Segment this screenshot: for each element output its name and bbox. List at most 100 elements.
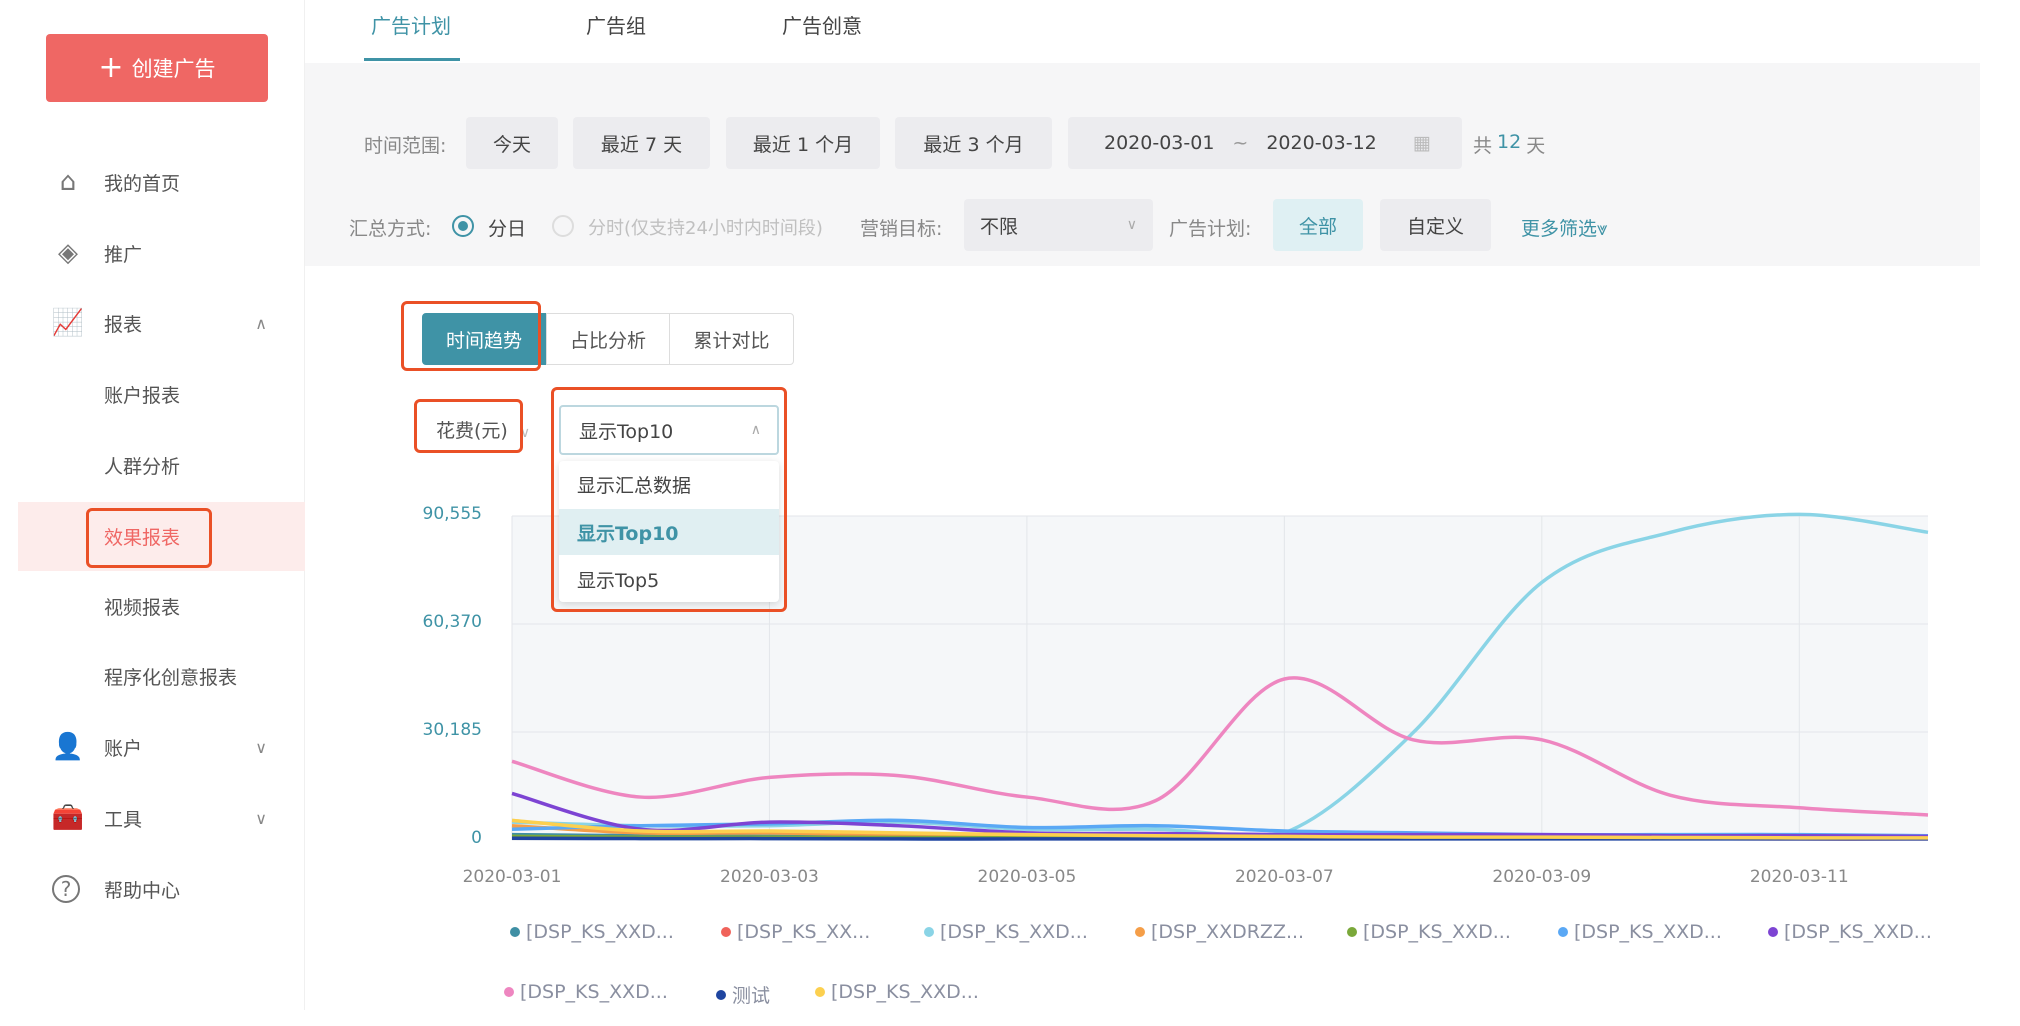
legend-item[interactable]: [DSP_KS_XXD... bbox=[924, 921, 1088, 943]
chevron-down-icon: ∨ bbox=[255, 808, 267, 828]
time-range-label: 时间范围: bbox=[364, 135, 447, 157]
double-chevron-down-icon: ⩔ bbox=[1597, 218, 1608, 240]
by-day-label: 分日 bbox=[488, 218, 527, 240]
segment-time-trend[interactable]: 时间趋势 bbox=[422, 313, 546, 365]
topn-select[interactable]: 显示Top10 ∧ bbox=[559, 405, 779, 455]
more-filters-link[interactable]: 更多筛选⩔ bbox=[1521, 214, 1608, 241]
legend-dot-icon bbox=[721, 927, 731, 937]
radio-by-hour[interactable] bbox=[552, 215, 574, 237]
by-hour-label: 分时(仅支持24小时内时间段) bbox=[588, 218, 823, 239]
date-separator: ~ bbox=[1232, 132, 1249, 154]
active-tab-indicator bbox=[364, 58, 460, 61]
chevron-down-icon: ∨ bbox=[255, 737, 267, 757]
legend-item[interactable]: 测试 bbox=[716, 981, 770, 1008]
x-tick-label: 2020-03-03 bbox=[720, 867, 819, 887]
sidebar-item-4[interactable]: 人群分析 bbox=[0, 435, 305, 495]
legend-label: [DSP_KS_XXD... bbox=[1363, 921, 1511, 943]
legend-label: [DSP_KS_XXD... bbox=[520, 981, 668, 1003]
chevron-down-icon: ∨ bbox=[1126, 217, 1137, 233]
tab-ad-group[interactable]: 广告组 bbox=[586, 14, 646, 38]
sidebar-item-2[interactable]: 📈 报表 ∧ bbox=[0, 293, 305, 353]
sidebar-item-label: 程序化创意报表 bbox=[104, 666, 238, 689]
legend-item[interactable]: [DSP_XXDRZZ... bbox=[1135, 921, 1304, 943]
legend-dot-icon bbox=[1347, 927, 1357, 937]
legend-dot-icon bbox=[1135, 927, 1145, 937]
legend-item[interactable]: [DSP_KS_XXD... bbox=[1558, 921, 1722, 943]
topn-dropdown: 显示汇总数据 显示Top10 显示Top5 bbox=[559, 461, 779, 602]
legend-item[interactable]: [DSP_KS_XXD... bbox=[1768, 921, 1932, 943]
sidebar-item-label: 账户 bbox=[104, 737, 143, 760]
segment-cumulative-compare[interactable]: 累计对比 bbox=[669, 313, 794, 365]
legend-item[interactable]: [DSP_KS_XXD... bbox=[504, 981, 668, 1003]
legend-label: [DSP_XXDRZZ... bbox=[1151, 921, 1305, 943]
more-filters-label: 更多筛选 bbox=[1521, 218, 1598, 240]
legend-dot-icon bbox=[504, 987, 514, 997]
legend-dot-icon bbox=[1768, 927, 1778, 937]
sidebar-item-1[interactable]: ◈ 推广 bbox=[0, 223, 305, 283]
x-tick-label: 2020-03-01 bbox=[462, 867, 562, 887]
user-icon: 👤 bbox=[51, 732, 85, 762]
create-ad-button[interactable]: + 创建广告 bbox=[46, 34, 268, 102]
sidebar-item-5[interactable]: 效果报表 bbox=[18, 502, 305, 571]
last-3-months-button[interactable]: 最近 3 个月 bbox=[895, 117, 1052, 169]
last-1-month-button[interactable]: 最近 1 个月 bbox=[726, 117, 880, 169]
legend-dot-icon bbox=[815, 987, 825, 997]
legend-dot-icon bbox=[924, 927, 934, 937]
marketing-goal-select[interactable]: 不限 ∨ bbox=[964, 199, 1153, 251]
series-line-9 bbox=[511, 818, 1929, 840]
sidebar-item-label: 工具 bbox=[104, 808, 143, 831]
option-show-summary[interactable]: 显示汇总数据 bbox=[577, 474, 692, 497]
sidebar-item-label: 报表 bbox=[104, 313, 143, 336]
sidebar-item-7[interactable]: 程序化创意报表 bbox=[0, 646, 305, 706]
ad-plan-label: 广告计划: bbox=[1169, 218, 1252, 240]
tab-ad-creative[interactable]: 广告创意 bbox=[782, 14, 862, 38]
legend-item[interactable]: [DSP_KS_XXD... bbox=[815, 981, 979, 1003]
sidebar-item-3[interactable]: 账户报表 bbox=[0, 364, 305, 424]
x-tick-label: 2020-03-09 bbox=[1492, 867, 1592, 887]
legend-label: [DSP_KS_XX... bbox=[737, 921, 871, 943]
sidebar-item-label: 账户报表 bbox=[104, 384, 181, 407]
plan-custom-button[interactable]: 自定义 bbox=[1380, 199, 1491, 251]
sidebar-item-label: 视频报表 bbox=[104, 596, 181, 619]
plus-icon: + bbox=[98, 50, 124, 85]
sidebar-item-6[interactable]: 视频报表 bbox=[0, 576, 305, 636]
marketing-goal-label: 营销目标: bbox=[860, 218, 943, 240]
date-range-picker[interactable]: 2020-03-01 ~ 2020-03-12 ▦ bbox=[1068, 117, 1462, 169]
legend-item[interactable]: [DSP_KS_XX... bbox=[721, 921, 870, 943]
x-tick-label: 2020-03-05 bbox=[977, 867, 1077, 887]
radio-by-day[interactable] bbox=[452, 215, 474, 237]
last-7-days-button[interactable]: 最近 7 天 bbox=[573, 117, 710, 169]
segment-share-analysis[interactable]: 占比分析 bbox=[546, 313, 670, 365]
x-tick-label: 2020-03-07 bbox=[1234, 867, 1334, 887]
total-days: 共 12 天 bbox=[1473, 131, 1545, 158]
option-show-top10[interactable]: 显示Top10 bbox=[559, 509, 779, 555]
metric-select[interactable]: 花费(元) ∨ bbox=[436, 416, 530, 443]
sidebar-item-8[interactable]: 👤 账户 ∨ bbox=[0, 717, 305, 777]
sidebar-item-label: 人群分析 bbox=[104, 455, 181, 478]
y-tick-label: 90,555 bbox=[422, 504, 482, 524]
date-start: 2020-03-01 bbox=[1104, 132, 1215, 154]
legend-label: [DSP_KS_XXD... bbox=[1784, 921, 1932, 943]
y-tick-label: 60,370 bbox=[422, 612, 482, 632]
legend-item[interactable]: [DSP_KS_XXD... bbox=[510, 921, 674, 943]
sidebar-item-10[interactable]: ? 帮助中心 bbox=[0, 859, 305, 919]
legend-label: [DSP_KS_XXD... bbox=[940, 921, 1088, 943]
sidebar-item-label: 我的首页 bbox=[104, 172, 181, 195]
legend-label: [DSP_KS_XXD... bbox=[526, 921, 674, 943]
plan-all-button[interactable]: 全部 bbox=[1273, 199, 1363, 251]
calendar-icon: ▦ bbox=[1412, 132, 1431, 154]
tab-ad-plan[interactable]: 广告计划 bbox=[371, 14, 451, 38]
sidebar-item-0[interactable]: ⌂ 我的首页 bbox=[0, 152, 305, 212]
chart-icon: 📈 bbox=[51, 308, 85, 338]
total-days-value: 12 bbox=[1497, 131, 1522, 153]
aggregation-label: 汇总方式: bbox=[349, 218, 432, 240]
legend-item[interactable]: [DSP_KS_XXD... bbox=[1347, 921, 1511, 943]
sidebar-item-9[interactable]: 🧰 工具 ∨ bbox=[0, 788, 305, 848]
legend-label: 测试 bbox=[732, 985, 771, 1007]
option-show-top5[interactable]: 显示Top5 bbox=[577, 569, 660, 592]
sidebar-item-label: 推广 bbox=[104, 243, 143, 266]
date-end: 2020-03-12 bbox=[1266, 132, 1377, 154]
y-tick-label: 0 bbox=[471, 828, 482, 848]
today-button[interactable]: 今天 bbox=[466, 117, 558, 169]
series-line-6 bbox=[511, 791, 1929, 839]
